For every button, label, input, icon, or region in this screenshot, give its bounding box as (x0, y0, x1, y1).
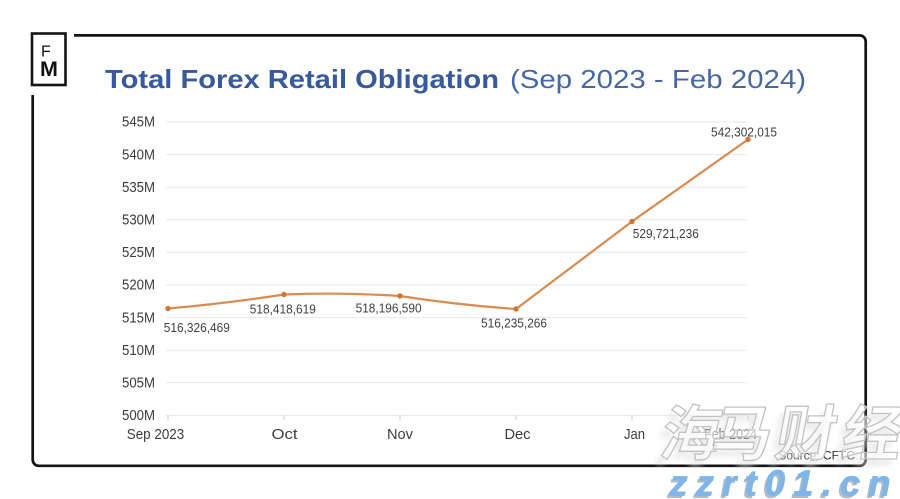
svg-text:Nov: Nov (387, 427, 414, 443)
svg-text:515M: 515M (122, 309, 155, 326)
svg-text:540M: 540M (122, 146, 155, 163)
svg-text:520M: 520M (122, 277, 155, 294)
svg-text:545M: 545M (122, 114, 155, 131)
svg-text:505M: 505M (122, 375, 155, 392)
svg-text:535M: 535M (122, 179, 155, 196)
svg-text:500M: 500M (122, 407, 155, 424)
svg-text:(Sep 2023 - Feb 2024): (Sep 2023 - Feb 2024) (510, 64, 806, 94)
svg-text:Dec: Dec (505, 427, 532, 443)
svg-text:542,302,015: 542,302,015 (711, 125, 777, 140)
svg-text:516,326,469: 516,326,469 (164, 320, 230, 335)
svg-text:529,721,236: 529,721,236 (633, 226, 699, 241)
svg-text:530M: 530M (122, 212, 155, 229)
svg-text:518,418,619: 518,418,619 (250, 302, 316, 317)
svg-text:525M: 525M (122, 244, 155, 261)
svg-text:zzrt01.cn: zzrt01.cn (669, 463, 900, 499)
svg-text:M: M (40, 57, 58, 81)
svg-text:zzrt01.cn: zzrt01.cn (666, 465, 897, 499)
svg-text:510M: 510M (122, 342, 155, 359)
svg-text:Sep 2023: Sep 2023 (127, 427, 185, 443)
svg-text:Total Forex Retail Obligation: Total Forex Retail Obligation (105, 64, 499, 94)
svg-text:Oct: Oct (272, 427, 298, 443)
svg-text:F: F (41, 44, 51, 61)
svg-text:516,235,266: 516,235,266 (481, 315, 547, 330)
svg-text:518,196,590: 518,196,590 (356, 301, 422, 316)
svg-text:Jan: Jan (624, 427, 645, 443)
